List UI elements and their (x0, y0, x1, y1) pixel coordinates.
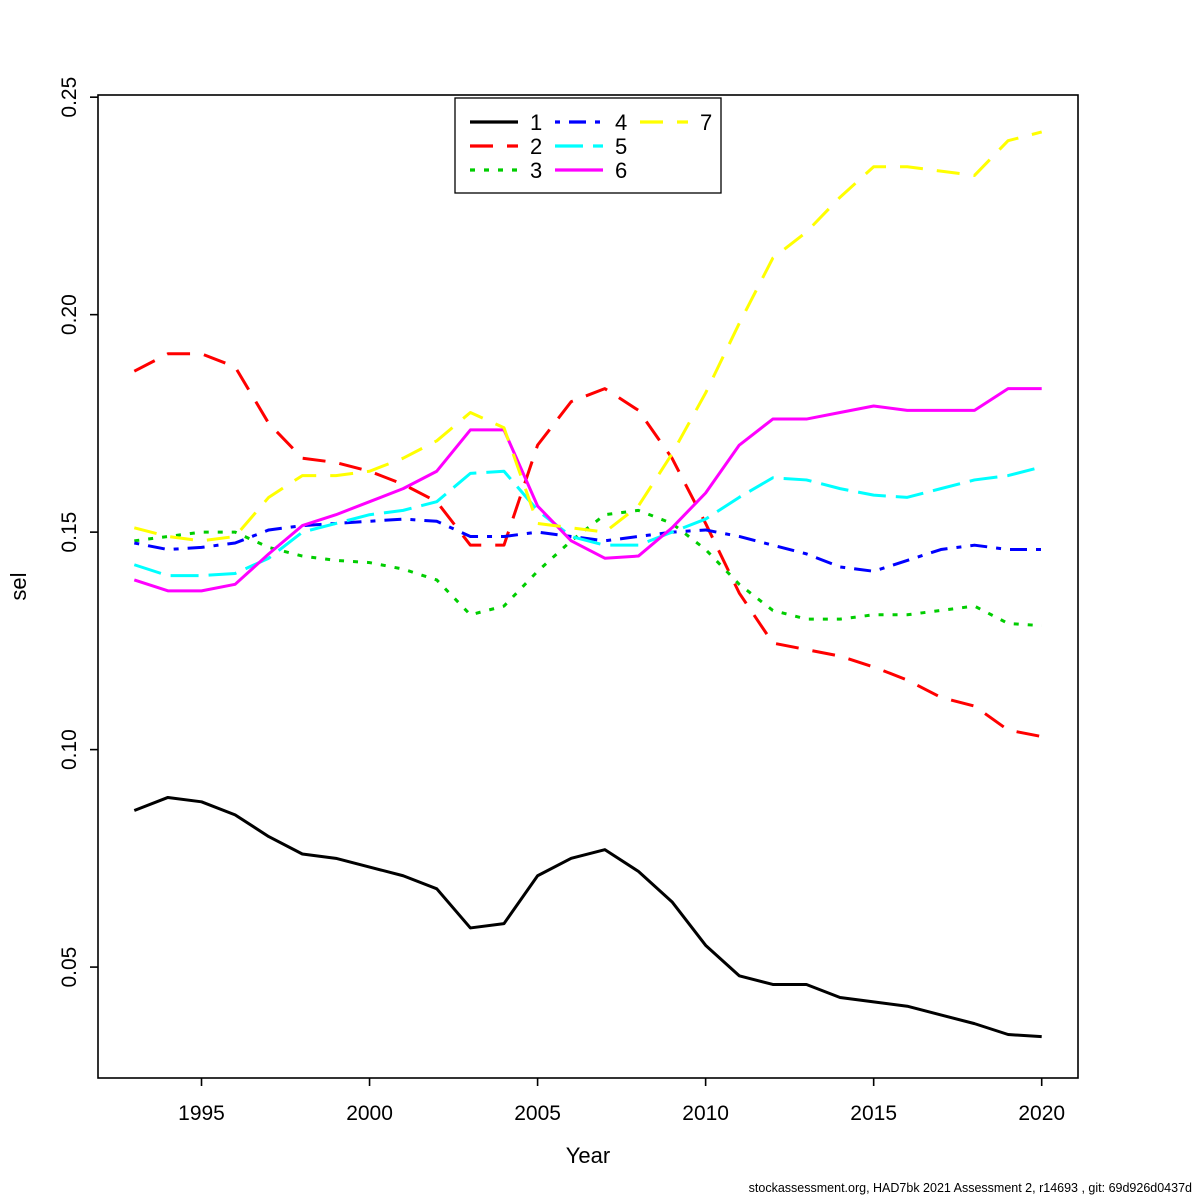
y-tick-label: 0.05 (58, 947, 81, 988)
y-tick-label: 0.25 (58, 77, 81, 118)
y-axis-ticks: 0.05 0.10 0.15 0.20 0.25 (58, 77, 98, 988)
series-6-line (133, 387, 1042, 593)
legend-label-3: 3 (530, 158, 542, 183)
legend-item-1: 1 (470, 110, 542, 135)
legend: 123 456 7 (454, 97, 722, 194)
legend-item-4: 4 (555, 110, 627, 135)
x-axis-title: Year (566, 1143, 610, 1168)
x-tick-label: 2000 (346, 1102, 393, 1125)
legend-item-2: 2 (470, 134, 542, 159)
footer-attribution: stockassessment.org, HAD7bk 2021 Assessm… (749, 1181, 1192, 1195)
y-axis-title: sel (6, 572, 31, 600)
legend-box (454, 97, 722, 194)
legend-label-5: 5 (615, 134, 627, 159)
legend-item-5: 5 (555, 134, 627, 159)
legend-label-4: 4 (615, 110, 627, 135)
y-tick-label: 0.20 (58, 294, 81, 335)
series-1-line (133, 795, 1042, 1039)
legend-item-3: 3 (470, 158, 542, 183)
legend-items: 123 456 7 (470, 110, 712, 183)
legend-item-7: 7 (640, 110, 712, 135)
series-5-line (133, 465, 1043, 578)
legend-label-7: 7 (700, 110, 712, 135)
x-tick-label: 2015 (850, 1102, 897, 1125)
y-tick-label: 0.15 (58, 512, 81, 553)
x-tick-label: 2010 (682, 1102, 729, 1125)
x-tick-label: 2020 (1018, 1102, 1065, 1125)
legend-label-6: 6 (615, 158, 627, 183)
series-lines (133, 130, 1043, 1039)
series-7-line (133, 130, 1043, 543)
x-tick-label: 2005 (514, 1102, 561, 1125)
x-tick-label: 1995 (178, 1102, 225, 1125)
legend-item-6: 6 (555, 158, 627, 183)
series-3-line (134, 508, 1042, 628)
x-axis-ticks: 1995 2000 2005 2010 2015 2020 (178, 1078, 1065, 1125)
series-2-line (133, 352, 1042, 739)
y-tick-label: 0.10 (58, 729, 81, 770)
series-4-line (134, 517, 1042, 573)
plot-border (97, 94, 1079, 1079)
legend-label-1: 1 (530, 110, 542, 135)
legend-label-2: 2 (530, 134, 542, 159)
